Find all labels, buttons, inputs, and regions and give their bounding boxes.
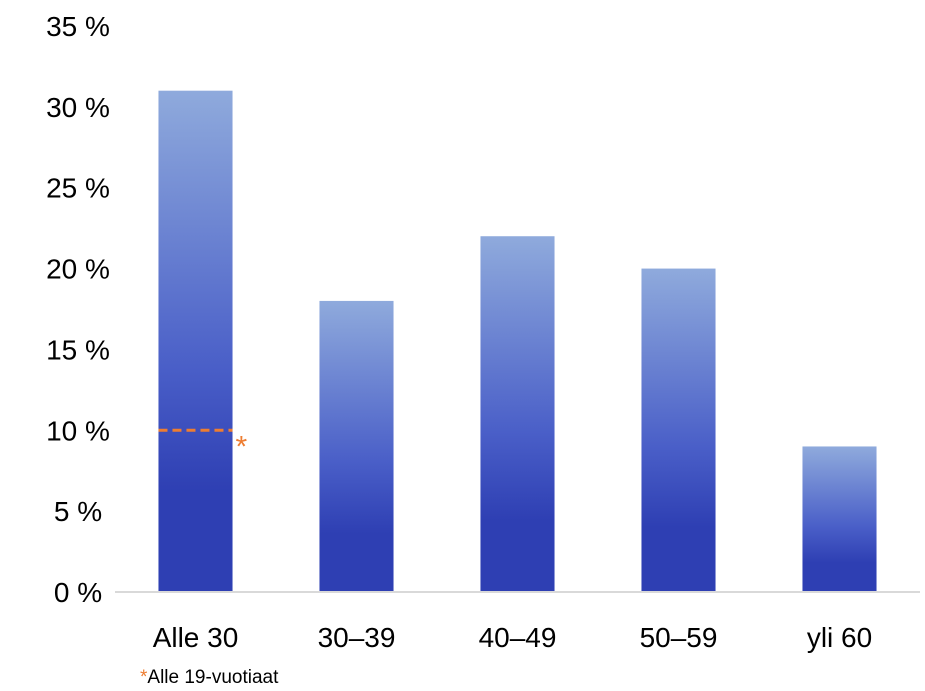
y-axis: 0 % 5 % 10 % 15 % 20 % 25 % 30 % 35 % <box>46 11 110 608</box>
y-tick-label: 30 % <box>46 92 110 123</box>
x-tick-label: Alle 30 <box>153 622 239 653</box>
footnote-text: Alle 19-vuotiaat <box>147 667 279 688</box>
y-tick-label: 10 % <box>46 415 110 446</box>
bar-chart: 0 % 5 % 10 % 15 % 20 % 25 % 30 % 35 % Alle 30 30… <box>46 11 920 653</box>
bar <box>480 236 555 592</box>
x-tick-label: 30–39 <box>318 622 396 653</box>
x-axis: Alle 30 30–39 40–49 50–59 yli 60 <box>153 622 873 653</box>
bar <box>641 268 716 592</box>
y-tick-label: 0 % <box>54 577 102 608</box>
y-tick-label: 25 % <box>46 173 110 204</box>
annotation-marker: * <box>236 430 248 463</box>
x-tick-label: 50–59 <box>640 622 718 653</box>
x-tick-label: 40–49 <box>479 622 557 653</box>
y-tick-label: 20 % <box>46 254 110 285</box>
y-tick-label: 5 % <box>54 496 102 527</box>
bar <box>802 446 877 592</box>
bars <box>158 90 877 592</box>
bar <box>319 300 394 592</box>
footnote-marker: * <box>140 667 148 688</box>
footnote: *Alle 19-vuotiaat <box>140 667 278 689</box>
annotation: * <box>158 428 248 463</box>
bar <box>158 90 233 592</box>
x-tick-label: yli 60 <box>807 622 872 653</box>
y-tick-label: 35 % <box>46 11 110 42</box>
y-tick-label: 15 % <box>46 334 110 365</box>
